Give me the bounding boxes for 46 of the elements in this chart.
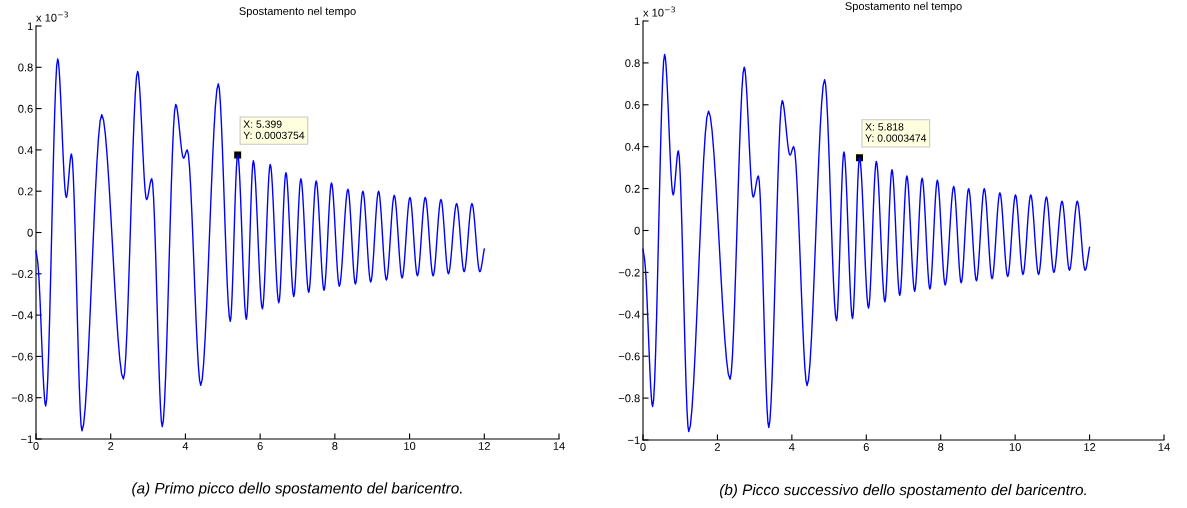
x-tick-label: 4: [789, 443, 795, 451]
y-tick-label: 0: [27, 228, 33, 237]
y-tick-label: −0.6: [618, 352, 640, 361]
y-tick-label: 0.4: [625, 142, 640, 151]
x-tick-label: 4: [182, 442, 189, 450]
y-tick-label: 0.4: [18, 146, 33, 155]
y-tick-label: −1: [21, 435, 33, 444]
x-tick-label: 6: [257, 442, 263, 450]
x-tick-label: 10: [404, 442, 416, 450]
y-tick-label: 0.8: [18, 63, 33, 72]
x-tick-label: 2: [108, 442, 114, 450]
y-tick-label: −0.8: [618, 394, 640, 403]
text: x 10$^{−3}$: [36, 11, 68, 22]
x-tick-label: 2: [714, 443, 720, 451]
y-tick-label: −1: [628, 436, 640, 445]
y-tick-label: 1: [27, 22, 33, 31]
y-tick-label: −0.2: [11, 270, 33, 278]
x-tick-label: 12: [1084, 443, 1096, 451]
x-tick-label: 0: [33, 442, 39, 450]
x-tick-label: 6: [863, 443, 869, 451]
y-tick-label: 1: [634, 17, 640, 26]
y-tick-label: −0.8: [11, 393, 33, 402]
annotation: X: 5.399 Y: 0.0003754: [243, 120, 305, 140]
x-tick-label: 0: [640, 443, 646, 451]
chart-title: Spostamento nel tempo: [845, 1, 962, 13]
y-tick-label: −0.2: [618, 268, 640, 277]
text: x 10$^{−3}$: [643, 6, 675, 17]
y-tick-label: 0.6: [625, 101, 640, 109]
x-tick-label: 8: [938, 443, 944, 451]
y-tick-label: −0.4: [618, 310, 640, 319]
y-tick-label: 0.2: [625, 184, 640, 193]
text: (a) Primo picco dello spostamento del baricentro.: [132, 482, 462, 497]
y-tick-label: −0.4: [11, 311, 33, 320]
y-tick-label: 0.6: [18, 104, 33, 113]
x-tick-label: 10: [1009, 443, 1021, 451]
x-tick-label: 8: [332, 442, 338, 450]
y-tick-label: 0.8: [625, 59, 640, 68]
x-tick-label: 14: [553, 442, 565, 450]
x-tick-label: 14: [1158, 443, 1170, 451]
y-tick-label: −0.6: [11, 352, 33, 361]
y-tick-label: 0.2: [18, 187, 33, 196]
annotation: X: 5.818 Y: 0.0003474: [865, 123, 927, 142]
text: (b) Picco successivo dello spostamento del baricentro.: [719, 483, 1086, 499]
x-tick-label: 12: [478, 442, 490, 450]
y-tick-label: 0: [634, 226, 640, 235]
chart-title: Spostamento nel tempo: [239, 6, 356, 18]
